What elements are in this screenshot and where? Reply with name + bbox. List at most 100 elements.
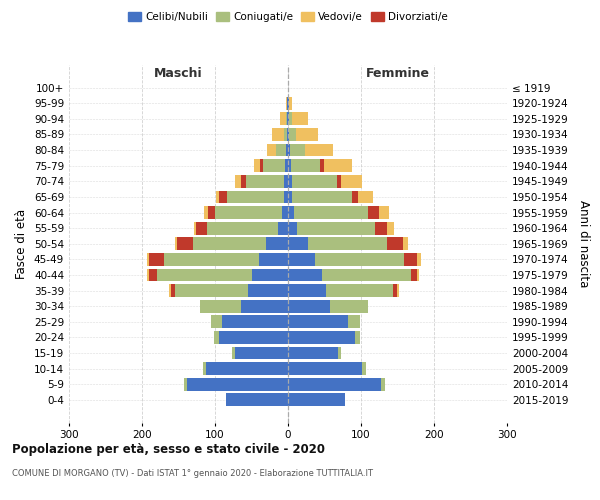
Bar — [288, 206, 294, 219]
Bar — [227, 190, 284, 203]
Bar — [289, 112, 292, 126]
Bar — [194, 222, 196, 234]
Bar — [169, 284, 171, 297]
Bar — [331, 300, 368, 312]
Bar — [259, 253, 288, 266]
Bar — [187, 378, 288, 390]
Bar — [288, 362, 362, 375]
Bar — [287, 97, 288, 110]
Bar — [362, 362, 366, 375]
Bar — [149, 268, 157, 281]
Bar — [203, 362, 206, 375]
Bar — [193, 238, 266, 250]
Bar — [287, 112, 288, 126]
Bar — [196, 222, 207, 234]
Bar — [251, 268, 288, 281]
Bar — [220, 190, 227, 203]
Text: COMUNE DI MORGANO (TV) - Dati ISTAT 1° gennaio 2020 - Elaborazione TUTTITALIA.IT: COMUNE DI MORGANO (TV) - Dati ISTAT 1° g… — [12, 469, 373, 478]
Bar — [267, 144, 275, 156]
Bar — [204, 206, 208, 219]
Bar — [282, 206, 288, 219]
Bar — [280, 112, 286, 126]
Bar — [216, 190, 220, 203]
Text: Maschi: Maschi — [154, 67, 203, 80]
Bar — [223, 316, 288, 328]
Bar — [171, 284, 175, 297]
Bar — [296, 128, 318, 141]
Bar — [341, 175, 362, 188]
Bar — [284, 190, 288, 203]
Bar — [288, 238, 308, 250]
Bar — [368, 206, 379, 219]
Bar — [308, 238, 386, 250]
Bar — [214, 331, 218, 344]
Text: Femmine: Femmine — [365, 67, 430, 80]
Bar — [263, 160, 285, 172]
Bar — [208, 206, 215, 219]
Bar — [164, 253, 259, 266]
Bar — [288, 190, 292, 203]
Bar — [206, 362, 288, 375]
Bar — [288, 144, 290, 156]
Bar — [382, 378, 385, 390]
Bar — [254, 160, 260, 172]
Bar — [157, 268, 251, 281]
Bar — [386, 222, 394, 234]
Bar — [337, 175, 341, 188]
Bar — [379, 206, 389, 219]
Bar — [215, 206, 282, 219]
Bar — [297, 222, 375, 234]
Bar — [324, 160, 352, 172]
Y-axis label: Fasce di età: Fasce di età — [16, 208, 28, 279]
Text: Popolazione per età, sesso e stato civile - 2020: Popolazione per età, sesso e stato civil… — [12, 442, 325, 456]
Bar — [288, 128, 289, 141]
Bar — [288, 160, 291, 172]
Bar — [288, 97, 289, 110]
Bar — [397, 284, 399, 297]
Bar — [326, 284, 393, 297]
Bar — [149, 253, 164, 266]
Bar — [207, 222, 278, 234]
Bar — [288, 378, 382, 390]
Bar — [292, 175, 337, 188]
Bar — [403, 238, 409, 250]
Bar — [286, 144, 288, 156]
Bar — [287, 128, 288, 141]
Bar — [289, 97, 292, 110]
Bar — [291, 160, 320, 172]
Bar — [284, 128, 287, 141]
Bar — [288, 253, 315, 266]
Bar — [278, 222, 288, 234]
Bar — [289, 128, 296, 141]
Bar — [248, 284, 288, 297]
Y-axis label: Anni di nascita: Anni di nascita — [577, 200, 590, 288]
Bar — [290, 144, 305, 156]
Bar — [235, 175, 241, 188]
Bar — [247, 175, 284, 188]
Bar — [292, 190, 352, 203]
Bar — [266, 238, 288, 250]
Bar — [175, 284, 248, 297]
Bar — [286, 112, 287, 126]
Bar — [232, 346, 235, 360]
Bar — [288, 268, 322, 281]
Bar — [393, 284, 397, 297]
Bar — [412, 268, 417, 281]
Bar — [218, 331, 288, 344]
Bar — [147, 253, 149, 266]
Legend: Celibi/Nubili, Coniugati/e, Vedovi/e, Divorziati/e: Celibi/Nubili, Coniugati/e, Vedovi/e, Di… — [124, 8, 452, 26]
Bar — [288, 175, 292, 188]
Bar — [417, 253, 421, 266]
Bar — [184, 378, 187, 390]
Bar — [285, 160, 288, 172]
Bar — [294, 206, 368, 219]
Bar — [322, 268, 412, 281]
Bar — [355, 331, 359, 344]
Bar — [404, 253, 417, 266]
Bar — [147, 268, 149, 281]
Bar — [288, 112, 289, 126]
Bar — [200, 300, 241, 312]
Bar — [177, 238, 193, 250]
Bar — [348, 316, 359, 328]
Bar — [288, 300, 331, 312]
